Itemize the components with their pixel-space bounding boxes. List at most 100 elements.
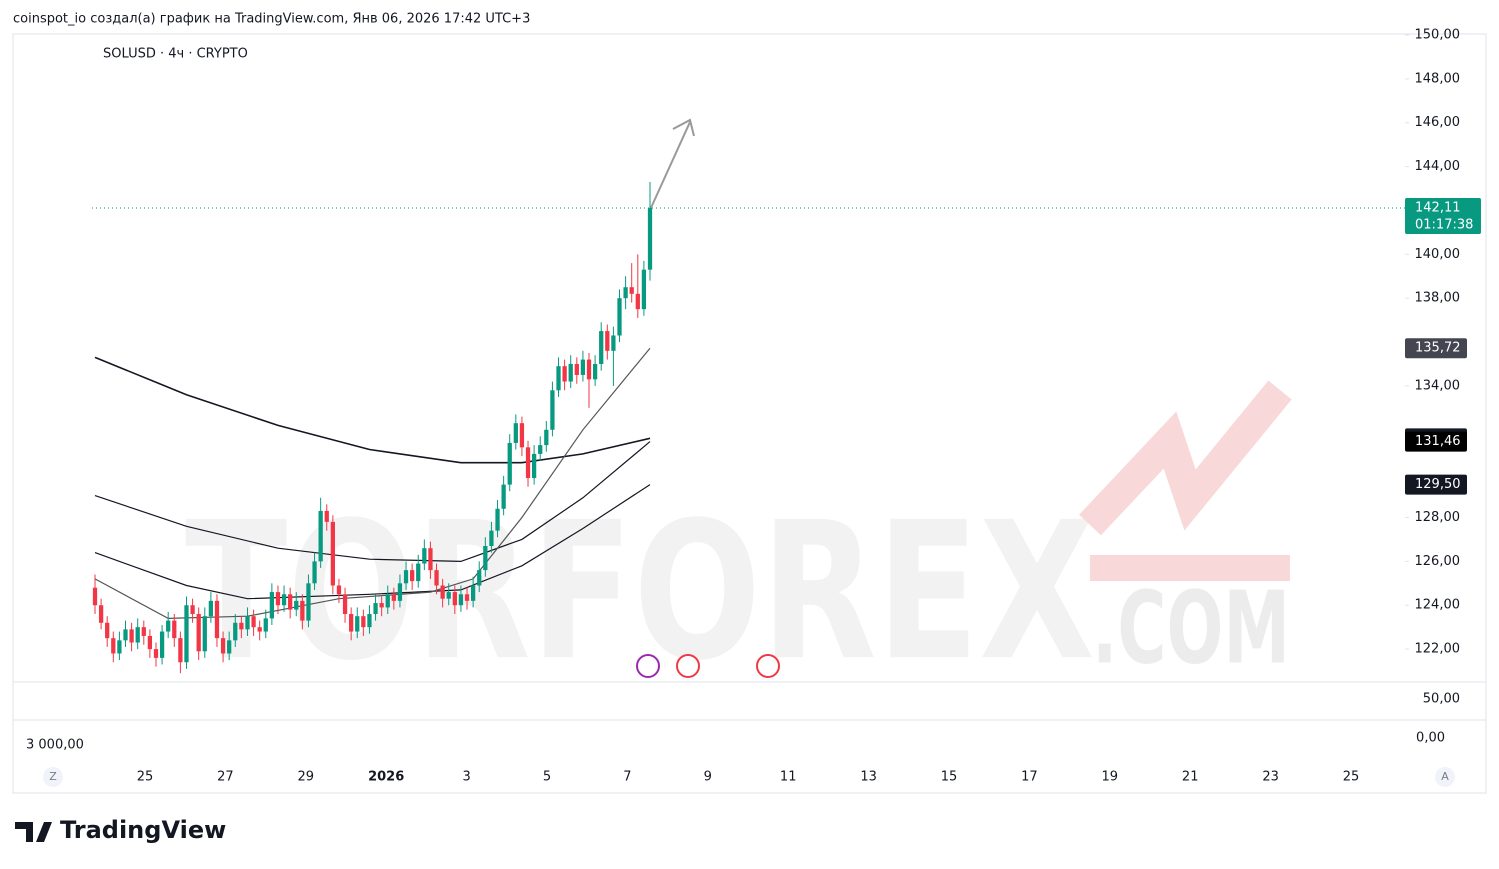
x-tick-label: 17 (1021, 770, 1038, 785)
candle-body (312, 561, 317, 584)
x-tick-label: 29 (298, 770, 315, 785)
candle-body (519, 423, 525, 448)
y-tick-label: 140,00 (1415, 247, 1461, 262)
watermark-bar (1090, 555, 1290, 581)
candle-body (410, 570, 415, 582)
y-tick-label: 126,00 (1415, 554, 1461, 569)
x-tick-label: 5 (543, 770, 551, 785)
candle-body (214, 600, 220, 639)
scale-button-label[interactable]: Z (49, 770, 57, 783)
candle-body (623, 287, 628, 299)
candle-body (184, 605, 189, 663)
candle-body (562, 366, 567, 382)
x-tick-label: 23 (1262, 770, 1279, 785)
candle-body (641, 269, 647, 310)
candle-body (507, 442, 512, 485)
candle-body (220, 638, 226, 654)
x-tick-label: 7 (623, 770, 631, 785)
event-icon[interactable] (676, 654, 700, 678)
drawn-arrow (649, 121, 691, 211)
candle-body (275, 592, 281, 606)
candle-body (159, 631, 165, 658)
candle-body (501, 484, 506, 509)
candle-body (391, 594, 396, 601)
price-badge-label: 131,46 (1415, 434, 1461, 449)
candle-body (580, 359, 586, 375)
candle-body (111, 638, 116, 654)
y-tick-label: 122,00 (1415, 642, 1461, 657)
candle-body (196, 614, 201, 652)
x-tick-label: 27 (217, 770, 234, 785)
candle-body (483, 546, 488, 571)
event-icon[interactable] (756, 654, 780, 678)
candle-body (269, 592, 275, 619)
candle-body (153, 649, 159, 658)
candle-body (379, 603, 384, 608)
candle-body (605, 331, 610, 351)
scale-button-label[interactable]: A (1441, 770, 1449, 783)
y-tick-label: 128,00 (1415, 510, 1461, 525)
price-badge-label: 142,11 (1415, 201, 1461, 216)
moving-average (94, 441, 651, 563)
x-tick-label: 19 (1102, 770, 1119, 785)
candle-body (403, 570, 409, 584)
candle-body (544, 429, 549, 446)
y-tick-label: 124,00 (1415, 598, 1461, 613)
price-badge (1405, 198, 1481, 235)
candle-body (129, 629, 134, 643)
candle-body (330, 521, 335, 586)
candle-body (92, 587, 98, 606)
candle-body (531, 453, 537, 479)
price-badge (1405, 338, 1467, 359)
candle-body (98, 605, 104, 623)
x-tick-label: 3 (462, 770, 470, 785)
candle-body (172, 620, 177, 639)
x-tick-label: 13 (860, 770, 877, 785)
candle-body (477, 570, 482, 586)
candle-body (525, 447, 531, 479)
price-badge-label: 129,50 (1415, 477, 1461, 492)
candle-body (550, 390, 555, 430)
x-tick-label: 2026 (368, 770, 404, 785)
candle-body (233, 622, 238, 641)
x-tick-label: 25 (137, 770, 154, 785)
candle-body (117, 640, 122, 654)
candle-body (434, 570, 439, 586)
candle-body (135, 627, 140, 643)
y-tick-label: 144,00 (1415, 159, 1461, 174)
candle-body (556, 366, 561, 391)
scale-button[interactable] (43, 767, 63, 787)
candle-body (367, 614, 372, 628)
candle-body (385, 594, 390, 608)
x-tick-label: 9 (704, 770, 712, 785)
candle-body (147, 635, 153, 650)
x-tick-label: 25 (1343, 770, 1360, 785)
candle-body (294, 600, 299, 610)
moving-average (94, 347, 651, 620)
candle-body (318, 510, 323, 562)
event-icon[interactable] (636, 654, 660, 678)
candle-body (568, 363, 573, 382)
candle-body (464, 594, 470, 601)
candle-body (141, 627, 146, 636)
y-tick-label: 146,00 (1415, 115, 1461, 130)
candle-body (166, 620, 171, 632)
moving-average (94, 356, 651, 464)
lower-pane-scale: 50,00 (1423, 692, 1460, 707)
candle-body (239, 622, 244, 630)
x-tick-label: 21 (1182, 770, 1199, 785)
candle-body (105, 622, 110, 639)
chart-frame (12, 33, 1487, 794)
candle-body (349, 614, 354, 632)
candle-body (208, 600, 214, 617)
candle-body (306, 583, 311, 621)
candle-body (599, 331, 604, 364)
candle-body (373, 603, 378, 615)
scale-button[interactable] (1435, 767, 1455, 787)
candle-body (227, 640, 232, 654)
watermark-arrow (1079, 380, 1292, 536)
price-badge (1405, 431, 1467, 452)
y-tick-label: 134,00 (1415, 378, 1461, 393)
footer-logo[interactable]: TradingView (60, 816, 226, 844)
